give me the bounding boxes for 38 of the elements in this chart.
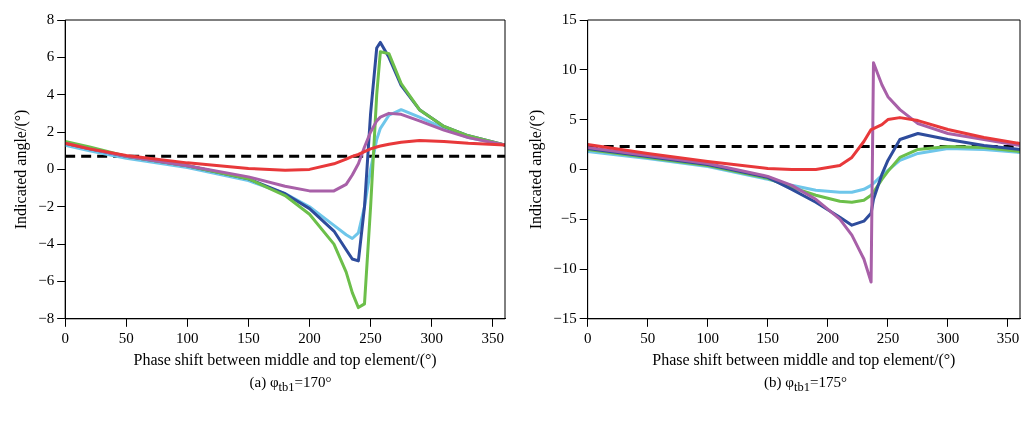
y-tick-label: −10 bbox=[553, 259, 577, 276]
x-tick-label: 200 bbox=[298, 329, 321, 346]
y-tick-label: 2 bbox=[46, 122, 55, 139]
x-tick-label: 350 bbox=[481, 329, 505, 346]
y-tick-label: 6 bbox=[46, 48, 55, 65]
x-tick-label: 0 bbox=[583, 329, 592, 346]
y-tick-label: −2 bbox=[38, 197, 55, 214]
x-tick-label: 250 bbox=[359, 329, 382, 346]
x-axis-title: Phase shift between middle and top element/(°) bbox=[652, 350, 956, 369]
x-tick-label: 50 bbox=[640, 329, 656, 346]
text: (a) φ$_{tb1}$=170° bbox=[248, 374, 333, 395]
x-tick-label: 150 bbox=[756, 329, 780, 346]
y-tick-label: −5 bbox=[560, 210, 577, 227]
y-tick-label: 10 bbox=[561, 60, 577, 77]
x-tick-label: 200 bbox=[816, 329, 840, 346]
x-tick-label: 300 bbox=[936, 329, 960, 346]
y-tick-label: 15 bbox=[561, 10, 577, 27]
y-tick-label: 0 bbox=[46, 160, 55, 177]
x-tick-label: 250 bbox=[876, 329, 900, 346]
y-axis-title: Indicated angle/(°) bbox=[526, 109, 545, 230]
x-tick-label: 0 bbox=[61, 329, 69, 346]
y-tick-label: −8 bbox=[38, 309, 55, 326]
x-tick-label: 350 bbox=[996, 329, 1020, 346]
y-tick-label: −4 bbox=[38, 235, 55, 252]
x-tick-label: 300 bbox=[420, 329, 443, 346]
y-axis-title: Indicated angle/(°) bbox=[11, 109, 30, 230]
text: (b) φ$_{tb1}$=175° bbox=[763, 374, 848, 395]
x-tick-label: 150 bbox=[237, 329, 260, 346]
x-axis-title: Phase shift between middle and top element/(°) bbox=[133, 350, 437, 369]
y-tick-label: 4 bbox=[46, 85, 55, 102]
x-tick-label: 100 bbox=[176, 329, 199, 346]
y-tick-label: 8 bbox=[46, 10, 55, 27]
y-tick-label: −6 bbox=[38, 272, 55, 289]
x-tick-label: 100 bbox=[696, 329, 719, 346]
y-tick-label: 5 bbox=[569, 110, 577, 127]
x-tick-label: 50 bbox=[118, 329, 134, 346]
y-tick-label: −15 bbox=[553, 309, 577, 326]
y-tick-label: 0 bbox=[569, 160, 577, 177]
